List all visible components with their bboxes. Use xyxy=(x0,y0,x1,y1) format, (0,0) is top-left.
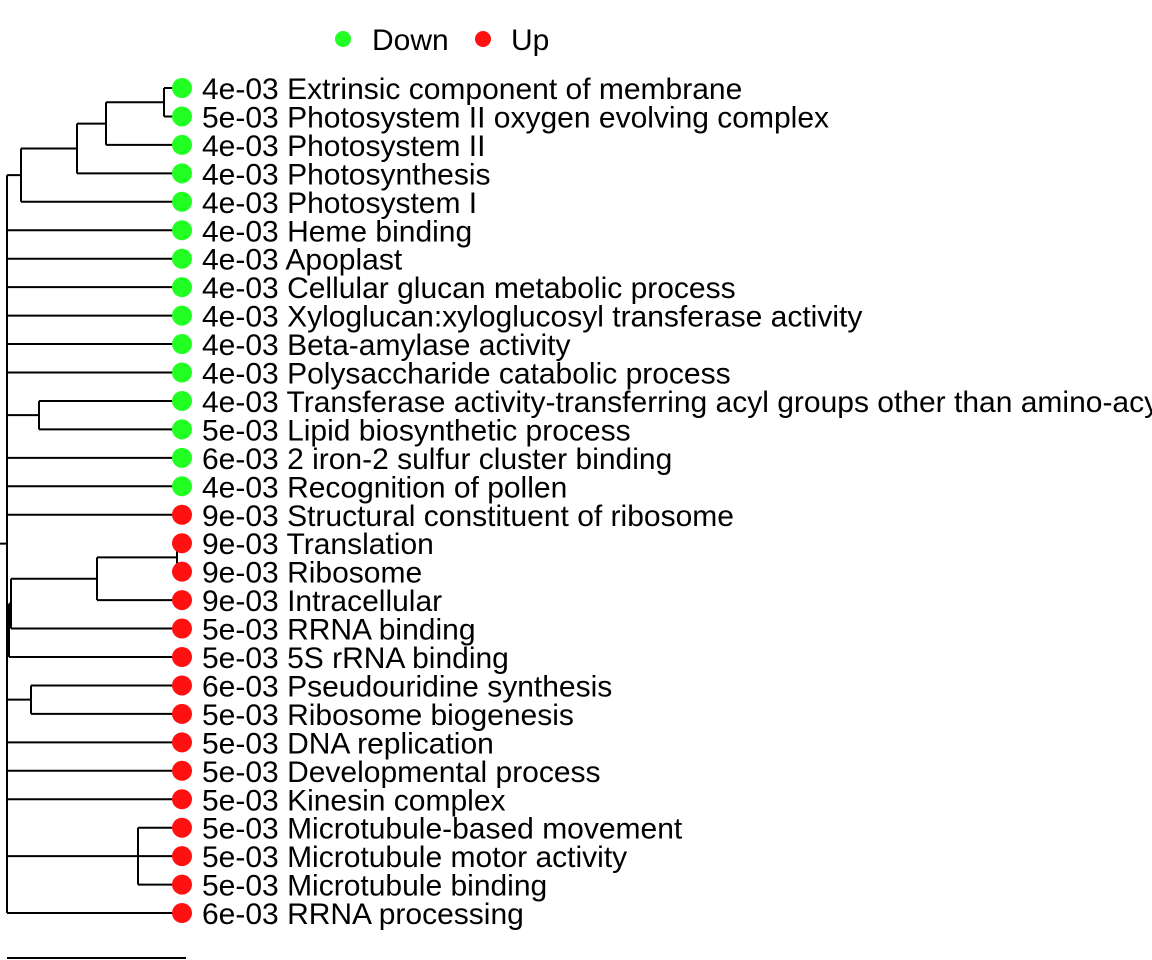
leaf-label: 4e-03 Photosystem II xyxy=(202,130,485,163)
leaf-label: 5e-03 Developmental process xyxy=(202,756,601,789)
leaf-marker-down xyxy=(172,163,192,184)
leaf-label: 4e-03 Extrinsic component of membrane xyxy=(202,73,742,106)
leaf-marker-up xyxy=(172,561,192,582)
leaf-marker-up xyxy=(172,647,192,667)
legend-up-marker xyxy=(475,31,491,47)
leaf-marker-up xyxy=(172,817,192,838)
leaf-label: 5e-03 Lipid biosynthetic process xyxy=(202,414,631,447)
leaf-marker-up xyxy=(172,760,192,781)
leaf-marker-down xyxy=(172,191,192,212)
leaf-marker-down xyxy=(172,390,192,411)
leaf-marker-up xyxy=(172,703,192,724)
leaf-marker-down xyxy=(172,220,192,241)
leaf-marker-up xyxy=(172,903,192,924)
leaf-label: 9e-03 Translation xyxy=(202,528,434,561)
leaf-label: 5e-03 Photosystem II oxygen evolving com… xyxy=(202,101,829,134)
leaf-label: 5e-03 Microtubule-based movement xyxy=(202,813,683,846)
leaf-marker-up xyxy=(172,675,192,696)
leaf-label: 4e-03 Xyloglucan:xyloglucosyl transferas… xyxy=(202,301,862,334)
leaf-label: 4e-03 Heme binding xyxy=(202,215,472,248)
leaf-marker-down xyxy=(172,78,192,98)
leaf-label: 9e-03 Intracellular xyxy=(202,585,442,618)
leaf-marker-down xyxy=(172,419,192,440)
leaf-list: 4e-03 Extrinsic component of membrane5e-… xyxy=(172,73,1152,931)
leaf-marker-up xyxy=(172,504,192,525)
leaf-marker-down xyxy=(172,362,192,383)
leaf-marker-down xyxy=(172,476,192,497)
leaf-label: 4e-03 Polysaccharide catabolic process xyxy=(202,358,731,391)
leaf-marker-up xyxy=(172,618,192,639)
legend-down-marker xyxy=(335,31,351,47)
leaf-label: 9e-03 Structural constituent of ribosome xyxy=(202,500,734,533)
leaf-label: 4e-03 Beta-amylase activity xyxy=(202,329,571,362)
leaf-label: 4e-03 Photosystem I xyxy=(202,187,477,220)
leaf-label: 4e-03 Cellular glucan metabolic process xyxy=(202,272,736,305)
leaf-marker-down xyxy=(172,334,192,355)
leaf-marker-down xyxy=(172,305,192,326)
legend: Down Up xyxy=(335,24,549,57)
leaf-label: 9e-03 Ribosome xyxy=(202,557,422,590)
leaf-label: 5e-03 Kinesin complex xyxy=(202,784,506,817)
leaf-label: 5e-03 Ribosome biogenesis xyxy=(202,699,574,732)
leaf-label: 4e-03 Transferase activity-transferring … xyxy=(202,386,1152,419)
legend-down-label: Down xyxy=(372,24,449,57)
legend-up-label: Up xyxy=(511,24,549,57)
leaf-marker-up xyxy=(172,789,192,810)
leaf-label: 5e-03 Microtubule binding xyxy=(202,870,547,903)
leaf-marker-down xyxy=(172,248,192,269)
leaf-marker-up xyxy=(172,590,192,611)
leaf-label: 5e-03 5S rRNA binding xyxy=(202,642,509,675)
leaf-label: 6e-03 2 iron-2 sulfur cluster binding xyxy=(202,443,672,476)
leaf-marker-down xyxy=(172,106,192,127)
leaf-label: 5e-03 Microtubule motor activity xyxy=(202,841,627,874)
leaf-marker-up xyxy=(172,533,192,554)
leaf-label: 5e-03 DNA replication xyxy=(202,727,494,760)
leaf-marker-down xyxy=(172,134,192,155)
leaf-label: 4e-03 Apoplast xyxy=(202,244,403,277)
leaf-label: 6e-03 RRNA processing xyxy=(202,898,524,931)
leaf-marker-up xyxy=(172,874,192,895)
leaf-label: 6e-03 Pseudouridine synthesis xyxy=(202,670,612,703)
leaf-marker-down xyxy=(172,277,192,298)
leaf-label: 4e-03 Recognition of pollen xyxy=(202,471,567,504)
leaf-marker-up xyxy=(172,732,192,753)
leaf-label: 4e-03 Photosynthesis xyxy=(202,158,491,191)
leaf-marker-down xyxy=(172,447,192,468)
dendrogram-branches xyxy=(0,87,182,915)
leaf-label: 5e-03 RRNA binding xyxy=(202,614,476,647)
leaf-marker-up xyxy=(172,846,192,867)
